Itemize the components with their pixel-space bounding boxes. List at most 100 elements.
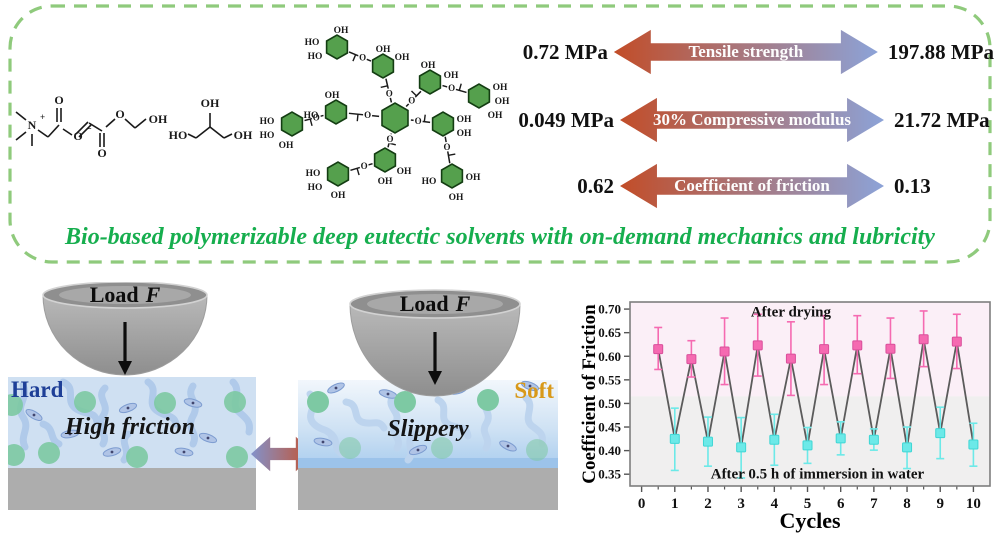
lubricant-droplets — [313, 380, 540, 456]
ester-bond — [348, 112, 380, 118]
hydroxyl-label: OH — [325, 91, 340, 101]
carbonyl-stub — [423, 114, 426, 122]
carbonyl-stub — [309, 118, 313, 126]
hard-material-panel: Load F Hard High friction — [8, 282, 256, 510]
hydroxyl-label: OH — [331, 191, 346, 201]
carbonyl-stub — [380, 85, 388, 89]
hydroxyl-label: OH — [449, 193, 464, 203]
ester-oxygen: O — [448, 83, 455, 93]
carbonyl-stub — [356, 168, 360, 176]
hydroxyethyl-acrylate-structure: O O OH — [75, 107, 168, 160]
carbonyl-stub — [352, 54, 357, 62]
ester-oxygen: O — [364, 110, 371, 120]
data-point-marker — [669, 433, 680, 444]
ester-bond — [348, 51, 372, 62]
data-point-marker — [686, 354, 697, 365]
ester-bond — [387, 133, 393, 148]
carbonyl-stub — [388, 142, 396, 146]
data-point-marker — [736, 442, 747, 453]
hydroxyl-label: OH — [457, 115, 472, 125]
galloyl-ring — [467, 83, 491, 109]
substrate-block — [8, 468, 256, 510]
hydroxyl-label: OH — [495, 97, 510, 107]
data-point-marker — [769, 434, 780, 445]
y-tick-label: 0.35 — [598, 467, 621, 482]
compressive-modulus-label: 30% Compressive modulus — [652, 110, 852, 129]
soft-material-panel: Load F Soft Slippery — [298, 289, 558, 510]
ester-oxygen: O — [361, 161, 368, 171]
ester-bond — [304, 114, 324, 122]
ester-bond — [442, 84, 467, 94]
lubricant-droplets — [25, 398, 218, 457]
ho-label: HO — [169, 128, 188, 142]
hydroxyl-label: HO — [260, 117, 275, 127]
data-point-marker — [935, 428, 946, 439]
hydroxyl-label: HO — [422, 177, 437, 187]
high-friction-caption: High friction — [64, 414, 195, 440]
ester-bond — [410, 119, 431, 124]
galloyl-ring — [324, 99, 348, 125]
soft-label: Soft — [514, 378, 554, 403]
ester-bond — [405, 90, 422, 108]
ester-oxygen: O — [387, 134, 394, 144]
nitrogen-label: N — [28, 118, 37, 132]
x-tick-label: 4 — [771, 496, 779, 512]
tensile-low-value: 0.72 MPa — [522, 39, 608, 64]
friction-coefficient-row: 0.62 Coefficient of friction 0.13 — [512, 162, 994, 210]
x-tick-label: 7 — [870, 496, 878, 512]
y-axis-title: Coefficient of Friction — [580, 304, 600, 484]
friction-high-value: 0.62 — [577, 173, 614, 198]
x-tick-label: 1 — [671, 496, 679, 512]
zigzag-line — [657, 339, 975, 448]
ester-oxygen: O — [115, 107, 124, 121]
oh-top-label: OH — [201, 96, 220, 110]
filler-particles — [8, 391, 248, 468]
friction-low-value: 0.13 — [894, 173, 931, 198]
y-tick-label: 0.55 — [598, 372, 621, 387]
hard-label: Hard — [11, 377, 64, 402]
data-point-marker — [702, 436, 713, 447]
data-point-marker — [752, 340, 763, 351]
series-after-immersion — [669, 406, 979, 479]
hydroxyl-label: OH — [457, 129, 472, 139]
hydroxyl-label: OH — [488, 111, 503, 121]
data-point-marker — [852, 340, 863, 351]
ester-bond — [444, 136, 451, 164]
hydroxyl-label: OH — [395, 53, 410, 63]
x-tick-label: 9 — [936, 496, 944, 512]
x-tick-label: 6 — [837, 496, 845, 512]
galloyl-ring — [325, 34, 349, 60]
load-label: Load F — [90, 282, 161, 307]
betaine-structure: N + O O − — [15, 93, 92, 146]
x-tick-label: 8 — [903, 496, 911, 512]
y-tick-label: 0.45 — [598, 420, 621, 435]
plus-charge: + — [40, 112, 45, 122]
oh-right-label: OH — [234, 128, 253, 142]
data-point-marker — [653, 344, 664, 355]
ester-oxygen: O — [443, 142, 450, 152]
ester-carbonyl-oxygen: O — [97, 146, 106, 160]
hydroxyl-label: HO — [306, 169, 321, 179]
chart-annotation: After drying — [751, 304, 832, 320]
load-label: Load F — [400, 291, 471, 316]
hydroxyl-label: HO — [308, 183, 323, 193]
chart-annotation: After 0.5 h of immersion in water — [711, 466, 925, 482]
hydroxyl-label: HO — [260, 131, 275, 141]
data-point-marker — [719, 346, 730, 357]
carbonyl-stub — [458, 83, 462, 91]
modulus-low-value: 0.049 MPa — [518, 107, 614, 132]
data-point-marker — [951, 336, 962, 347]
hydroxyl-label: OH — [279, 141, 294, 151]
carbonyl-stub — [356, 114, 359, 122]
ester-oxygen: O — [359, 53, 366, 63]
ester-oxygen: O — [408, 96, 415, 106]
friction-coefficient-arrow-icon: Coefficient of friction — [620, 163, 884, 209]
hydroxyl-label: OH — [149, 112, 168, 126]
ester-bond — [350, 162, 373, 172]
galloyl-ring — [418, 69, 442, 95]
x-tick-label: 10 — [966, 496, 981, 512]
glucose-core-ring — [381, 102, 409, 134]
hydroxyl-label: OH — [493, 83, 508, 93]
load-arrow-icon — [118, 322, 132, 375]
